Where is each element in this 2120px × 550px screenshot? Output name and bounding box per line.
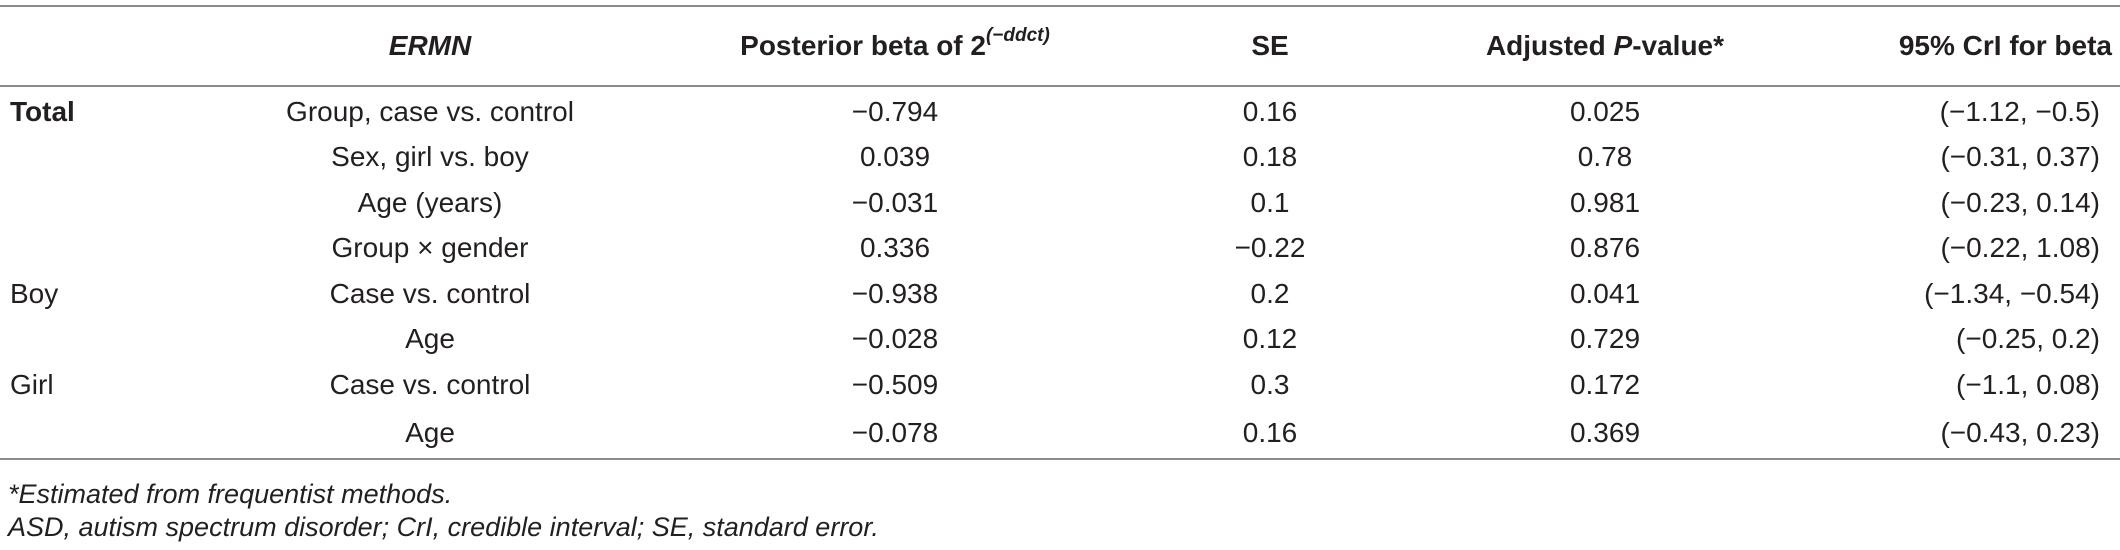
header-variable: ERMN [200,5,660,87]
row-se: −0.22 [1234,232,1306,264]
header-row: ERMN Posterior beta of 2(−ddct) SE Adjus… [0,5,2120,87]
row-se: 0.3 [1250,368,1290,400]
row-cri: (−1.34, −0.54) [1924,277,2100,309]
header-label [0,5,200,87]
row-se: 0.18 [1242,141,1298,173]
header-beta-main: Posterior beta of 2 [740,30,986,61]
row-group-label [0,226,200,272]
row-beta: −0.794 [851,95,939,127]
row-group-label: Girl [10,368,54,400]
row-beta: −0.078 [660,407,1130,460]
row-group-label [0,317,200,363]
row-cri: (−0.43, 0.23) [1800,407,2120,460]
row-group-label [0,135,200,181]
table-row: Age −0.028 0.12 0.729 (−0.25, 0.2) [0,317,2120,363]
row-beta: −0.938 [851,277,939,309]
row-se: 0.1 [1250,186,1290,218]
row-variable: Age [405,323,455,355]
row-p-value: 0.041 [1569,277,1641,309]
row-variable: Age (years) [357,186,503,218]
header-beta: Posterior beta of 2(−ddct) [660,5,1130,87]
row-cri: (−0.25, 0.2) [1956,323,2100,355]
header-p-value: Adjusted P-value* [1410,5,1800,87]
row-cri: (−0.31, 0.37) [1940,141,2100,173]
row-variable: Sex, girl vs. boy [331,141,529,173]
row-variable: Age [200,407,660,460]
row-p-value: 0.172 [1569,368,1641,400]
table-row: Sex, girl vs. boy 0.039 0.18 0.78 (−0.31… [0,135,2120,181]
row-group-label [0,180,200,226]
row-group-label [0,407,200,460]
row-variable: Group, case vs. control [286,95,574,127]
table-row: Total Group, case vs. control −0.794 0.1… [0,86,2120,135]
row-cri: (−0.22, 1.08) [1940,232,2100,264]
row-group-label: Total [10,95,75,127]
results-table-container: ERMN Posterior beta of 2(−ddct) SE Adjus… [0,5,2120,460]
row-se: 0.16 [1130,407,1410,460]
row-variable: Case vs. control [329,277,531,309]
row-group-label: Boy [10,277,59,309]
table-row: Girl Case vs. control −0.509 0.3 0.172 (… [0,362,2120,408]
row-p-value: 0.876 [1569,232,1641,264]
table-row: Age (years) −0.031 0.1 0.981 (−0.23, 0.1… [0,180,2120,226]
table-row: Group × gender 0.336 −0.22 0.876 (−0.22,… [0,226,2120,272]
row-beta: 0.039 [859,141,931,173]
header-se: SE [1130,5,1410,87]
row-p-value: 0.981 [1569,186,1641,218]
row-variable: Group × gender [331,232,529,264]
row-beta: −0.031 [851,186,939,218]
table-row: Boy Case vs. control −0.938 0.2 0.041 (−… [0,271,2120,317]
row-p-value: 0.025 [1569,95,1641,127]
header-cri: 95% CrI for beta [1800,5,2120,87]
table-footnotes: *Estimated from frequentist methods. ASD… [8,478,879,544]
row-p-value: 0.78 [1577,141,1633,173]
row-beta: 0.336 [859,232,931,264]
row-se: 0.2 [1250,277,1290,309]
footnote-estimation: *Estimated from frequentist methods. [8,479,453,509]
row-cri: (−0.23, 0.14) [1940,186,2100,218]
row-variable: Case vs. control [329,368,531,400]
footnote-abbreviations: ASD, autism spectrum disorder; CrI, cred… [8,512,879,542]
row-se: 0.16 [1242,95,1298,127]
row-beta: −0.509 [851,368,939,400]
row-p-value: 0.729 [1569,323,1641,355]
row-cri: (−1.12, −0.5) [1939,95,2100,127]
results-table: ERMN Posterior beta of 2(−ddct) SE Adjus… [0,5,2120,460]
row-se: 0.12 [1242,323,1298,355]
header-beta-superscript: (−ddct) [985,24,1050,46]
table-row: Age −0.078 0.16 0.369 (−0.43, 0.23) [0,407,2120,460]
row-cri: (−1.1, 0.08) [1956,368,2100,400]
row-p-value: 0.369 [1410,407,1800,460]
row-beta: −0.028 [851,323,939,355]
